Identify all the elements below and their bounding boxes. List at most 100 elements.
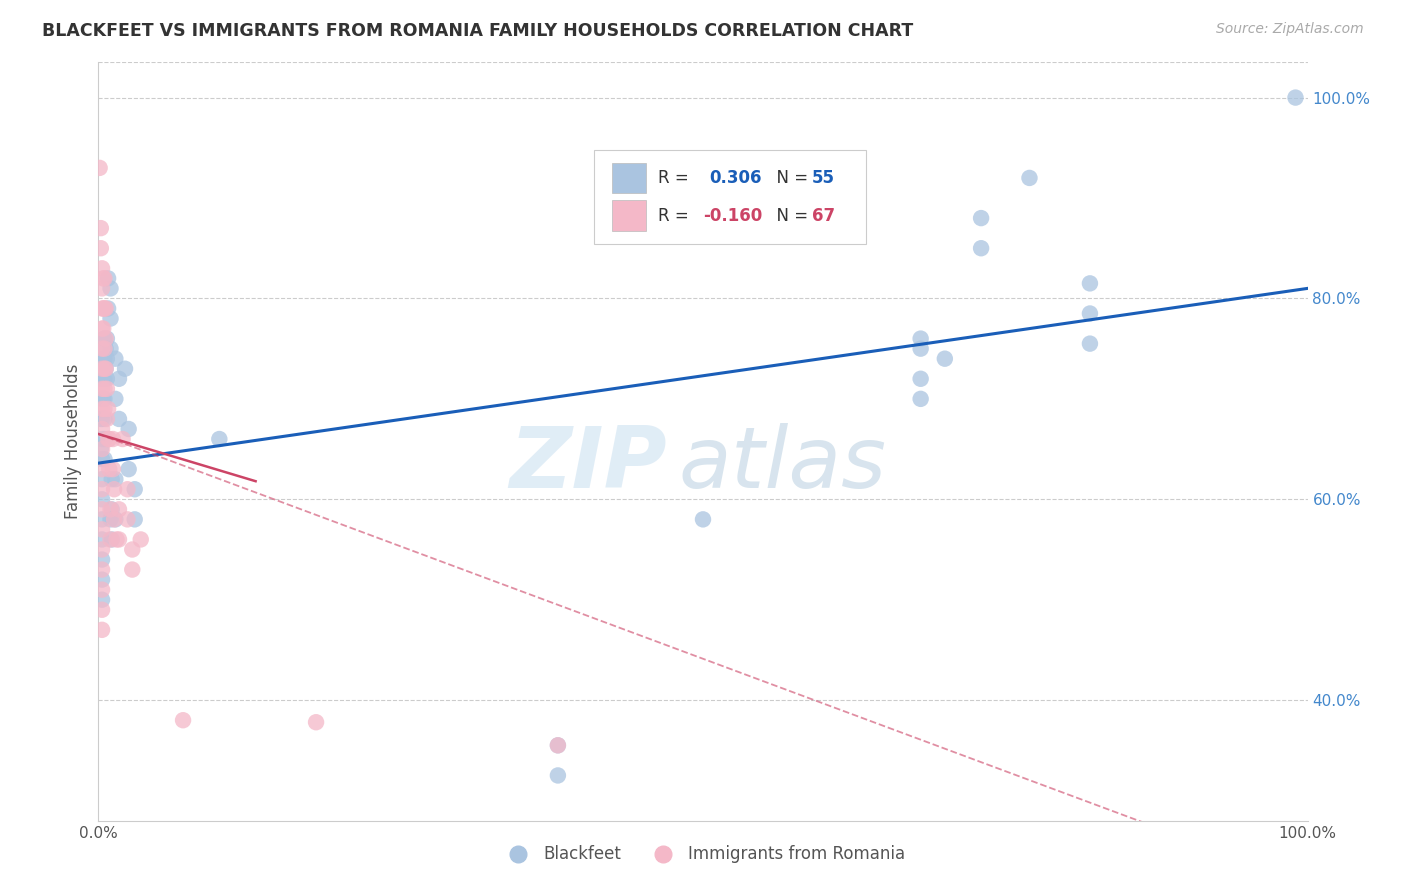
- Point: [101, 432, 124, 446]
- Point: [91, 351, 114, 366]
- Point: [118, 462, 141, 476]
- Text: R =: R =: [658, 207, 695, 225]
- Point: [910, 392, 932, 406]
- Point: [91, 372, 114, 386]
- Point: [93, 432, 115, 446]
- Point: [111, 432, 134, 446]
- Point: [91, 432, 114, 446]
- Point: [91, 392, 114, 406]
- Point: [90, 412, 112, 426]
- Point: [100, 311, 122, 326]
- Point: [970, 211, 993, 226]
- Point: [94, 342, 117, 356]
- Point: [910, 332, 932, 346]
- Point: [547, 768, 569, 782]
- Point: [104, 472, 127, 486]
- Point: [1018, 170, 1040, 185]
- Point: [93, 351, 115, 366]
- Point: [97, 401, 120, 416]
- Text: N =: N =: [766, 207, 813, 225]
- Point: [104, 512, 127, 526]
- Point: [1078, 277, 1101, 291]
- Point: [305, 715, 328, 730]
- Point: [692, 512, 714, 526]
- Point: [108, 412, 131, 426]
- Point: [91, 342, 114, 356]
- Point: [96, 412, 118, 426]
- Text: 0.306: 0.306: [709, 169, 762, 186]
- Point: [98, 432, 121, 446]
- Point: [93, 372, 115, 386]
- Point: [208, 432, 231, 446]
- Point: [91, 392, 114, 406]
- Point: [91, 502, 114, 516]
- Point: [124, 482, 146, 496]
- Point: [93, 301, 115, 316]
- Text: ZIP: ZIP: [509, 423, 666, 506]
- Point: [104, 351, 127, 366]
- Point: [100, 502, 122, 516]
- Point: [117, 482, 139, 496]
- Point: [103, 482, 125, 496]
- Point: [970, 241, 993, 255]
- Point: [108, 372, 131, 386]
- Point: [100, 502, 122, 516]
- Text: -0.160: -0.160: [703, 207, 762, 225]
- Point: [121, 542, 143, 557]
- Point: [96, 382, 118, 396]
- Text: atlas: atlas: [679, 423, 887, 506]
- Point: [100, 533, 122, 547]
- Point: [91, 412, 114, 426]
- Point: [100, 342, 122, 356]
- Point: [97, 432, 120, 446]
- Point: [547, 739, 569, 753]
- FancyBboxPatch shape: [613, 201, 647, 231]
- Point: [94, 361, 117, 376]
- Point: [91, 442, 114, 456]
- Text: 55: 55: [811, 169, 835, 186]
- Point: [89, 161, 111, 175]
- Point: [91, 582, 114, 597]
- Legend: Blackfeet, Immigrants from Romania: Blackfeet, Immigrants from Romania: [495, 838, 911, 869]
- Point: [1284, 90, 1306, 104]
- Point: [91, 533, 114, 547]
- Point: [124, 512, 146, 526]
- Point: [94, 361, 117, 376]
- Point: [98, 462, 121, 476]
- Point: [91, 563, 114, 577]
- Point: [91, 271, 114, 285]
- Point: [910, 372, 932, 386]
- Point: [114, 361, 136, 376]
- Point: [100, 533, 122, 547]
- Point: [94, 332, 117, 346]
- Text: N =: N =: [766, 169, 813, 186]
- Point: [108, 533, 131, 547]
- Point: [91, 361, 114, 376]
- Text: R =: R =: [658, 169, 695, 186]
- Point: [1078, 306, 1101, 320]
- Point: [100, 512, 122, 526]
- Point: [90, 221, 112, 235]
- Point: [108, 502, 131, 516]
- Point: [91, 542, 114, 557]
- Point: [91, 422, 114, 436]
- Point: [101, 462, 124, 476]
- Point: [91, 281, 114, 295]
- Point: [91, 462, 114, 476]
- Point: [91, 452, 114, 467]
- Point: [910, 342, 932, 356]
- Point: [117, 512, 139, 526]
- Point: [91, 592, 114, 607]
- Point: [93, 412, 115, 426]
- Point: [91, 321, 114, 335]
- Text: Source: ZipAtlas.com: Source: ZipAtlas.com: [1216, 22, 1364, 37]
- Point: [91, 472, 114, 486]
- Point: [93, 392, 115, 406]
- Point: [100, 281, 122, 295]
- Point: [90, 241, 112, 255]
- Point: [129, 533, 152, 547]
- Point: [93, 361, 115, 376]
- Point: [91, 321, 114, 335]
- Point: [172, 713, 194, 727]
- Point: [94, 301, 117, 316]
